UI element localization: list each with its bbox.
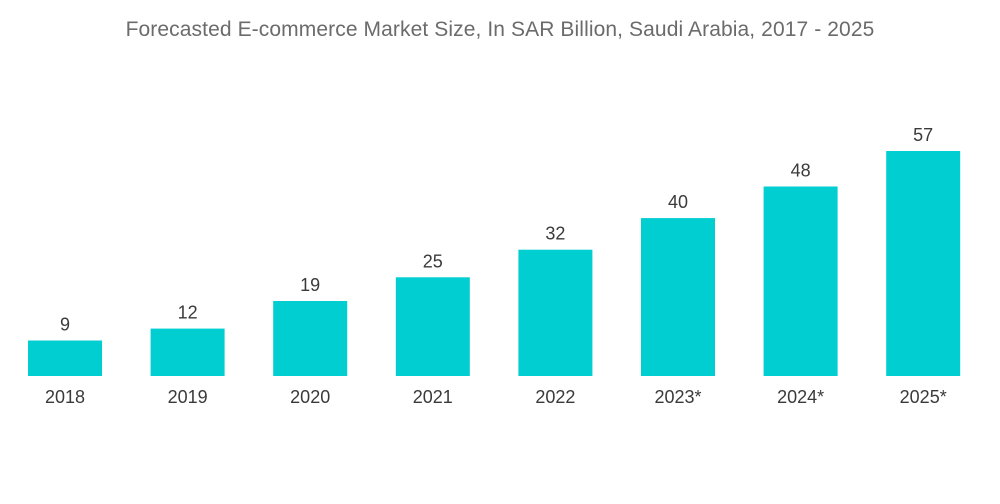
x-axis-ticks: 2018 2019 2020 2021 2022 2023* 2024* 2025*	[45, 387, 947, 407]
value-labels-layer: 9 12 19 25 32 40 48 57	[60, 125, 933, 335]
x-tick-label-2021: 2021	[413, 387, 453, 407]
value-label-2018: 9	[60, 315, 70, 335]
x-tick-label-2018: 2018	[45, 387, 85, 407]
value-label-2021: 25	[423, 251, 443, 271]
value-label-2019: 12	[178, 303, 198, 323]
chart-title: Forecasted E-commerce Market Size, In SA…	[125, 18, 875, 41]
value-label-2024*: 48	[791, 161, 811, 181]
bar-2025*	[886, 151, 961, 376]
bar-2023*	[641, 218, 715, 376]
value-label-2020: 19	[300, 275, 320, 295]
value-label-2025*: 57	[913, 125, 933, 145]
x-tick-label-2020: 2020	[290, 387, 330, 407]
x-tick-label-2019: 2019	[168, 387, 208, 407]
x-tick-label-2024*: 2024*	[777, 387, 824, 407]
value-label-2022: 32	[545, 224, 565, 244]
bar-2024*	[763, 186, 838, 376]
bar-2018	[28, 340, 102, 376]
bar-2020	[273, 301, 348, 376]
x-tick-label-2022: 2022	[535, 387, 575, 407]
value-label-2023*: 40	[668, 192, 688, 212]
bar-2021	[395, 277, 470, 376]
x-tick-label-2023*: 2023*	[654, 387, 701, 407]
x-tick-label-2025*: 2025*	[900, 387, 947, 407]
bar-2019	[150, 328, 225, 376]
bar-2022	[518, 249, 593, 376]
bars-layer	[28, 151, 961, 376]
